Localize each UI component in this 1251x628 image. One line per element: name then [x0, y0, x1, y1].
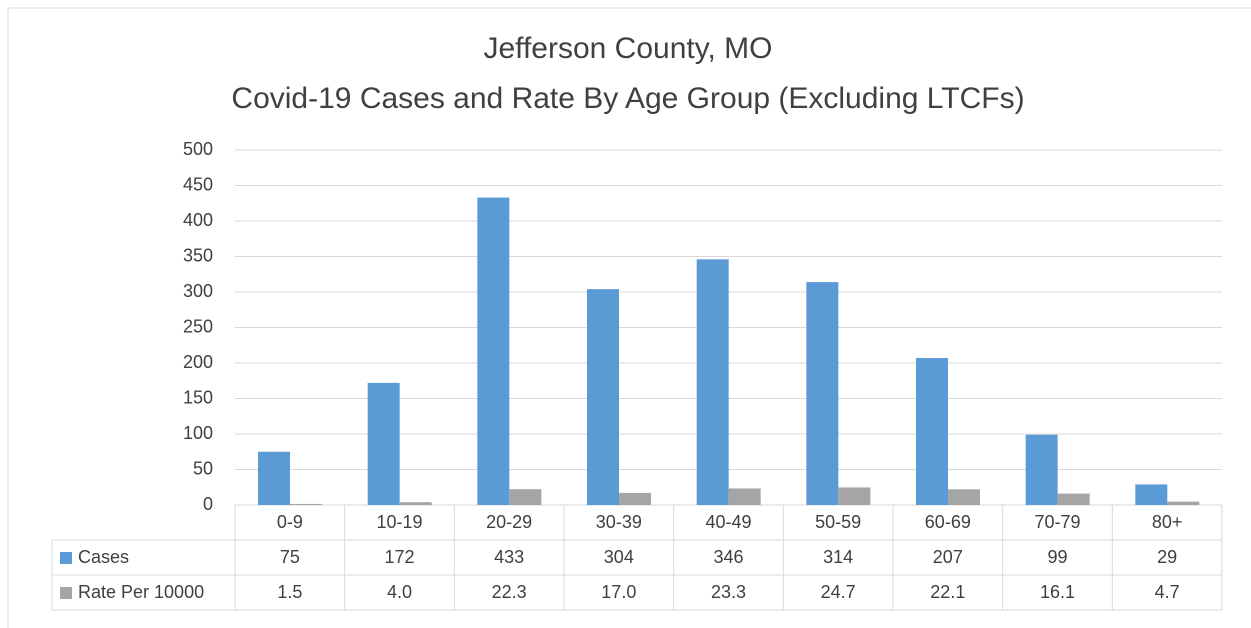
y-tick-label: 150 [183, 387, 213, 407]
table-value: 304 [604, 547, 634, 567]
x-tick-label: 40-49 [705, 512, 751, 532]
bar [728, 488, 761, 505]
y-tick-label: 400 [183, 210, 213, 230]
legend-key [60, 587, 72, 599]
table-value: 29 [1157, 547, 1177, 567]
bar [587, 289, 619, 505]
y-tick-label: 100 [183, 423, 213, 443]
x-tick-label: 20-29 [486, 512, 532, 532]
table-value: 207 [933, 547, 963, 567]
table-value: 1.5 [277, 582, 302, 602]
bar [1057, 493, 1090, 505]
y-tick-label: 300 [183, 281, 213, 301]
legend-label: Cases [78, 547, 129, 567]
y-tick-label: 200 [183, 352, 213, 372]
bar [838, 487, 871, 505]
bar [1167, 501, 1200, 505]
table-value: 24.7 [821, 582, 856, 602]
bar [806, 282, 839, 505]
table-value: 23.3 [711, 582, 746, 602]
bar [290, 503, 322, 505]
table-value: 346 [713, 547, 743, 567]
chart-subtitle: Covid-19 Cases and Rate By Age Group (Ex… [231, 82, 1024, 115]
table-value: 4.7 [1155, 582, 1180, 602]
table-value: 17.0 [601, 582, 636, 602]
y-tick-label: 0 [203, 494, 213, 514]
x-tick-label: 80+ [1152, 512, 1183, 532]
x-tick-label: 10-19 [376, 512, 422, 532]
bar [619, 492, 651, 505]
x-tick-label: 30-39 [596, 512, 642, 532]
bar [916, 358, 948, 505]
x-tick-label: 50-59 [815, 512, 861, 532]
bar [477, 197, 510, 505]
table-value: 16.1 [1040, 582, 1075, 602]
chart-title: Jefferson County, MO [483, 32, 772, 65]
chart-border [7, 7, 1251, 628]
table-value: 314 [823, 547, 853, 567]
bar [258, 451, 290, 505]
bar [509, 489, 542, 505]
table-value: 99 [1047, 547, 1067, 567]
table-value: 4.0 [387, 582, 412, 602]
x-tick-label: 60-69 [925, 512, 971, 532]
bar [1135, 484, 1168, 505]
y-tick-label: 250 [183, 316, 213, 336]
bar [399, 502, 432, 505]
bar [367, 382, 400, 505]
bar [696, 259, 729, 505]
table-value: 433 [494, 547, 524, 567]
bar [948, 489, 980, 505]
legend-label: Rate Per 10000 [78, 582, 204, 602]
legend-key [60, 552, 72, 564]
y-tick-label: 500 [183, 139, 213, 159]
table-value: 22.3 [492, 582, 527, 602]
y-tick-label: 50 [193, 458, 213, 478]
bar [1025, 434, 1058, 505]
x-tick-label: 0-9 [277, 512, 303, 532]
table-value: 75 [280, 547, 300, 567]
table-value: 22.1 [930, 582, 965, 602]
x-tick-label: 70-79 [1034, 512, 1080, 532]
y-tick-label: 450 [183, 174, 213, 194]
y-tick-label: 350 [183, 245, 213, 265]
table-value: 172 [384, 547, 414, 567]
